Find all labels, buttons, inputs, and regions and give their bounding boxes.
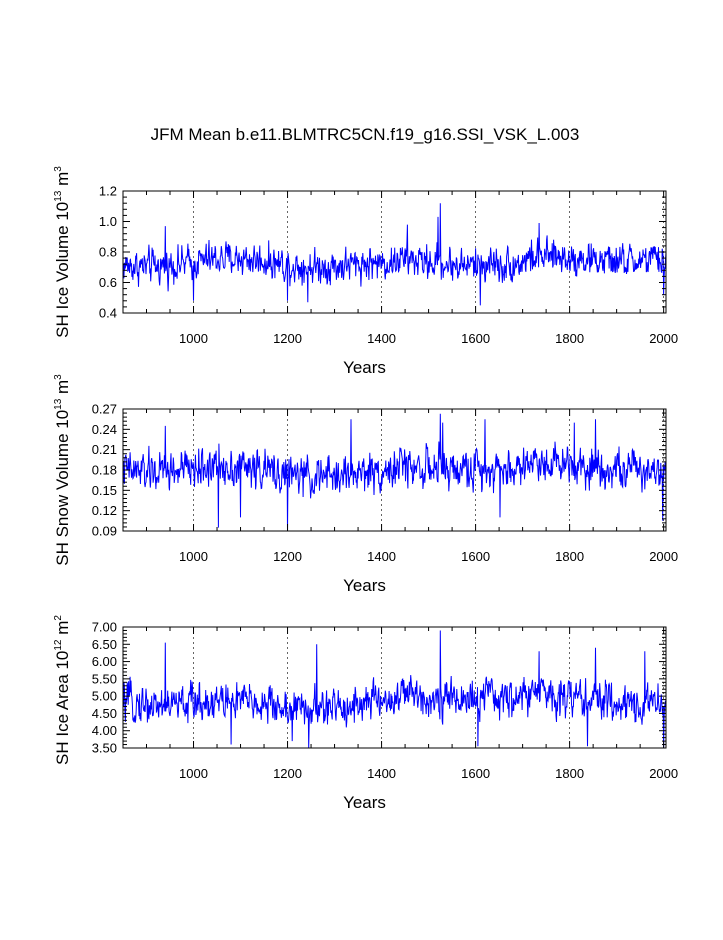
y-tick-label: 0.4 [99,306,117,321]
y-tick-label: 1.0 [99,214,117,229]
y-tick-label: 5.00 [92,689,117,704]
chart-panel-3: 1000 1200 1400 1600 1800 2000 3.50 4.00 4.50 5.00… [53,615,678,812]
figure-title: JFM Mean b.e11.BLMTRC5CN.f19_g16.SSI_VSK… [151,125,580,144]
x-tick-label: 1600 [461,766,490,781]
y-tick-label: 3.50 [92,741,117,756]
series-line [122,413,667,532]
y-tick-label: 6.50 [92,637,117,652]
x-tick-label: 2000 [649,549,678,564]
x-tick-label: 1400 [367,766,396,781]
series-line [122,630,667,749]
x-axis-label: Years [343,358,386,377]
y-tick-label: 6.00 [92,654,117,669]
y-axis-label: SH Snow Volume 1013 m3 [53,374,72,566]
y-tick-label: 0.18 [92,463,117,478]
x-tick-label: 1800 [555,331,584,346]
y-axis-label: SH Ice Area 1012 m2 [53,615,72,765]
x-axis-label: Years [343,576,386,595]
plot-frame [122,626,667,749]
x-tick-label: 1400 [367,549,396,564]
y-tick-label: 5.50 [92,671,117,686]
x-tick-label: 1000 [179,331,208,346]
x-tick-label: 1400 [367,331,396,346]
x-tick-label: 1000 [179,766,208,781]
y-tick-label: 1.2 [99,184,117,199]
y-tick-label: 4.50 [92,706,117,721]
x-tick-label: 2000 [649,331,678,346]
y-axis-label: SH Ice Volume 1013 m3 [53,166,72,338]
x-tick-label: 1600 [461,331,490,346]
y-tick-label: 0.6 [99,275,117,290]
x-tick-label: 1200 [273,549,302,564]
y-tick-label: 0.09 [92,524,117,539]
y-tick-label: 0.8 [99,245,117,260]
y-tick-label: 4.00 [92,723,117,738]
series-line [122,203,667,306]
y-tick-label: 0.21 [92,442,117,457]
y-tick-label: 0.27 [92,402,117,417]
x-tick-label: 2000 [649,766,678,781]
y-tick-label: 0.24 [92,422,117,437]
x-tick-label: 1000 [179,549,208,564]
x-tick-label: 1200 [273,331,302,346]
y-tick-label: 0.15 [92,483,117,498]
x-axis-label: Years [343,793,386,812]
x-tick-label: 1200 [273,766,302,781]
x-tick-label: 1800 [555,549,584,564]
y-tick-label: 0.12 [92,503,117,518]
y-tick-label: 7.00 [92,620,117,635]
x-tick-label: 1600 [461,549,490,564]
chart-panel-1: 1000 1200 1400 1600 1800 2000 0.4 0.6 0.8 1.0 1.2 Y… [53,166,678,377]
chart-panel-2: 1000 1200 1400 1600 1800 2000 0.09 0.12 0.15 0.18… [53,374,678,595]
x-tick-label: 1800 [555,766,584,781]
